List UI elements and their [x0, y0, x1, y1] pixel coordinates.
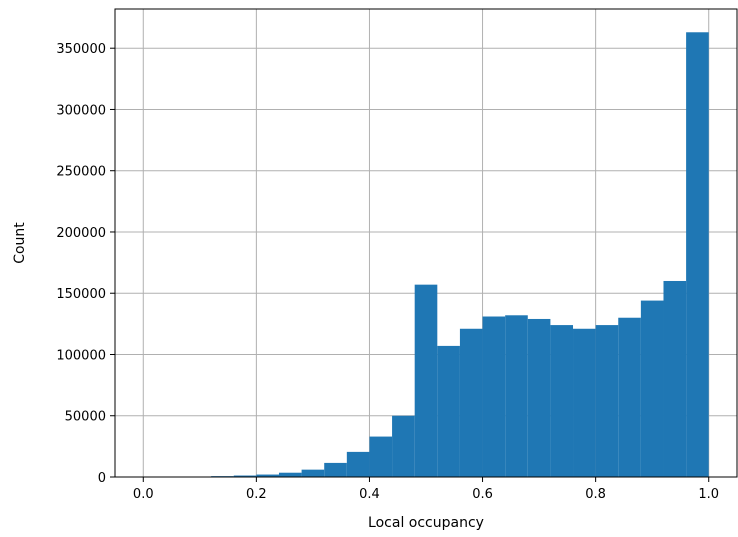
y-tick-label: 100000 — [56, 348, 106, 363]
x-axis-label: Local occupancy — [368, 515, 484, 531]
y-axis-label: Count — [12, 222, 28, 264]
histogram-bar — [301, 469, 325, 477]
histogram-bar — [233, 475, 257, 477]
histogram-bar — [663, 280, 687, 477]
y-tick-label: 300000 — [56, 103, 106, 118]
y-tick-label: 250000 — [56, 165, 106, 180]
histogram-bar — [640, 300, 664, 477]
histogram-bar — [459, 328, 483, 477]
histogram-bars — [143, 32, 709, 477]
x-tick-label: 0.4 — [359, 487, 380, 502]
histogram-bar — [573, 328, 596, 477]
y-tick-label: 50000 — [65, 410, 106, 425]
x-tick-label: 1.0 — [698, 487, 719, 502]
histogram-bar — [686, 32, 709, 477]
histogram-bar — [482, 316, 506, 477]
histogram-bar — [324, 462, 347, 477]
x-tick-label: 0.0 — [133, 487, 154, 502]
histogram-bar — [369, 436, 393, 477]
histogram-bar — [278, 472, 302, 477]
x-tick-label: 0.8 — [585, 487, 606, 502]
histogram-bar — [437, 345, 460, 477]
histogram-bar — [618, 317, 641, 477]
histogram-bar — [595, 325, 619, 477]
histogram-bar — [505, 315, 528, 477]
y-tick-label: 150000 — [56, 287, 106, 302]
histogram-bar — [392, 415, 415, 477]
x-tick-label: 0.2 — [246, 487, 267, 502]
y-tick-label: 350000 — [56, 42, 106, 57]
y-tick-label: 0 — [98, 471, 106, 486]
plot-frame — [114, 8, 738, 478]
histogram-bar — [256, 474, 279, 477]
axis-ticks: 0.0 0.2 0.4 0.6 0.8 1.0 0 50000 100000 150000 2000… — [56, 42, 719, 502]
histogram-bar — [527, 318, 551, 477]
histogram-bar — [414, 284, 438, 477]
y-tick-label: 200000 — [56, 226, 106, 241]
histogram-bar — [346, 451, 370, 477]
histogram-bar — [550, 325, 574, 477]
x-tick-label: 0.6 — [472, 487, 493, 502]
